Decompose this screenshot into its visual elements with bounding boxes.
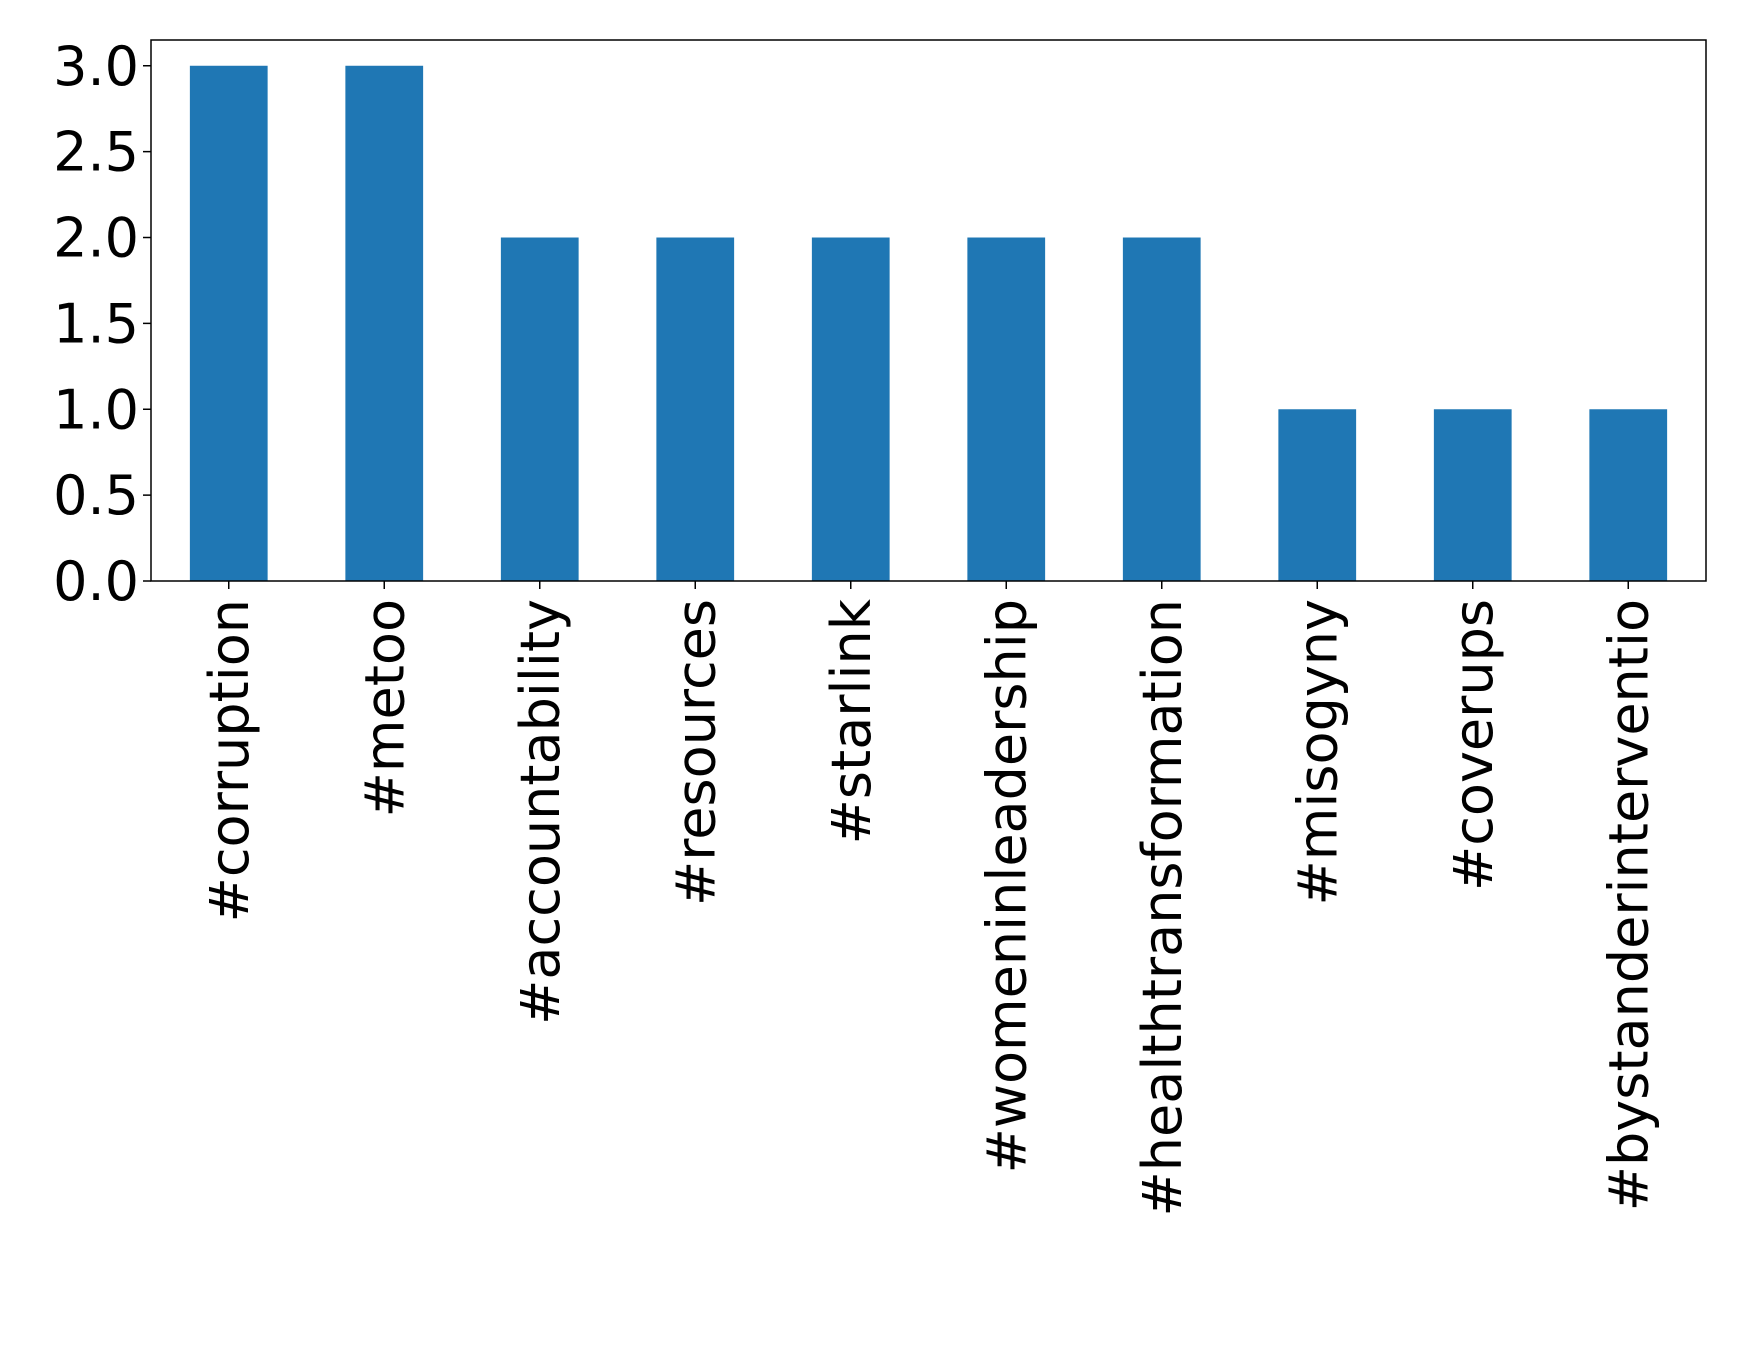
x-tick-label: #metoo xyxy=(353,599,416,817)
x-tick-label: #starlink xyxy=(820,598,883,844)
x-tick-label: #coverups xyxy=(1442,599,1505,891)
y-tick-label: 0.5 xyxy=(53,464,139,527)
y-axis: 0.0 0.5 1.0 1.5 2.0 2.5 3.0 xyxy=(53,35,151,613)
y-tick-label: 2.0 xyxy=(53,207,139,270)
y-tick-label: 2.5 xyxy=(53,121,139,184)
y-tick-label: 1.0 xyxy=(53,378,139,441)
x-tick-label: #accountability xyxy=(509,599,572,1025)
x-axis: #corruption #metoo #accountability #resourc… xyxy=(198,581,1660,1216)
x-tick-label: #womeninleadership xyxy=(975,599,1038,1173)
x-tick-label: #bystanderinterventio xyxy=(1597,599,1660,1211)
plot-frame xyxy=(150,39,1707,582)
x-tick-label: #resources xyxy=(664,599,727,906)
bar-accountability xyxy=(500,237,579,581)
y-tick-label: 3.0 xyxy=(53,35,139,98)
y-tick-label: 1.5 xyxy=(53,292,139,355)
bar-metoo xyxy=(345,65,424,581)
bar-resources xyxy=(656,237,735,581)
bar-coverups xyxy=(1433,409,1512,581)
bar-womeninleadership xyxy=(967,237,1046,581)
bars-layer xyxy=(189,65,1668,581)
x-tick-label: #misogyny xyxy=(1286,599,1349,905)
bar-corruption xyxy=(189,65,268,581)
x-tick-label: #healthtransformation xyxy=(1131,599,1194,1216)
bar-bystanderinterventio xyxy=(1589,409,1668,581)
bar-healthtransformation xyxy=(1122,237,1201,581)
bar-misogyny xyxy=(1278,409,1357,581)
y-tick-label: 0.0 xyxy=(53,550,139,613)
bar-starlink xyxy=(811,237,890,581)
x-tick-label: #corruption xyxy=(198,599,261,922)
